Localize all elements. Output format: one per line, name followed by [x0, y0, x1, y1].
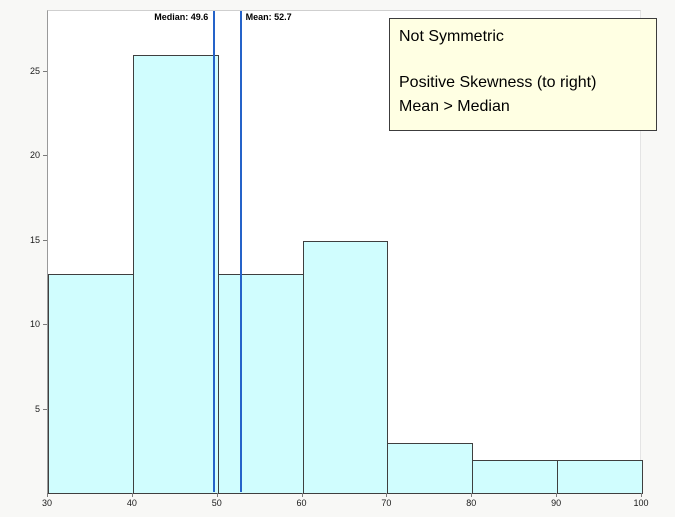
histogram-bar	[302, 240, 389, 494]
annotation-line: Positive Skewness (to right)	[399, 74, 597, 92]
x-axis-tick-mark	[131, 493, 133, 497]
y-axis-tick-mark	[43, 70, 47, 72]
x-axis-tick-label: 80	[466, 498, 477, 508]
x-axis-tick-label: 40	[126, 498, 137, 508]
x-axis-tick-label: 60	[296, 498, 307, 508]
x-axis-tick-mark	[216, 493, 218, 497]
y-axis-tick-mark	[43, 324, 47, 326]
x-axis-tick-mark	[301, 493, 303, 497]
histogram-bar	[557, 460, 643, 494]
histogram-bar	[132, 54, 219, 494]
x-axis-tick-label: 50	[211, 498, 222, 508]
x-axis-tick-mark	[471, 493, 473, 497]
x-axis-tick-label: 100	[633, 498, 649, 508]
y-axis-tick-label: 20	[29, 150, 40, 161]
histogram-bar	[217, 274, 304, 494]
mean-label: Mean: 52.7	[243, 12, 294, 22]
median-line	[213, 11, 216, 492]
x-axis-tick-label: 90	[551, 498, 562, 508]
histogram-bar	[472, 460, 559, 494]
histogram-bar	[387, 443, 474, 494]
x-axis-tick-mark	[641, 493, 642, 497]
y-axis-tick-label: 5	[34, 403, 40, 414]
y-axis-tick-mark	[43, 239, 47, 241]
mean-line	[239, 11, 242, 492]
x-axis-tick-label: 70	[381, 498, 392, 508]
median-label: Median: 49.6	[152, 12, 211, 22]
x-axis-tick-mark	[556, 493, 558, 497]
histogram-bar	[48, 274, 134, 494]
annotation-box: Not Symmetric Positive Skewness (to righ…	[389, 18, 657, 131]
annotation-line: Mean > Median	[399, 97, 510, 115]
y-axis-tick-label: 10	[29, 319, 40, 330]
x-axis-tick-mark	[47, 493, 48, 497]
y-axis-tick-label: 25	[29, 65, 40, 76]
y-axis-tick-label: 15	[29, 234, 40, 245]
x-axis-tick-mark	[386, 493, 388, 497]
annotation-line	[399, 48, 646, 71]
y-axis-tick-mark	[43, 155, 47, 157]
x-axis-tick-label: 30	[41, 498, 53, 508]
annotation-line: Not Symmetric	[399, 28, 504, 45]
y-axis-tick-mark	[43, 408, 47, 410]
